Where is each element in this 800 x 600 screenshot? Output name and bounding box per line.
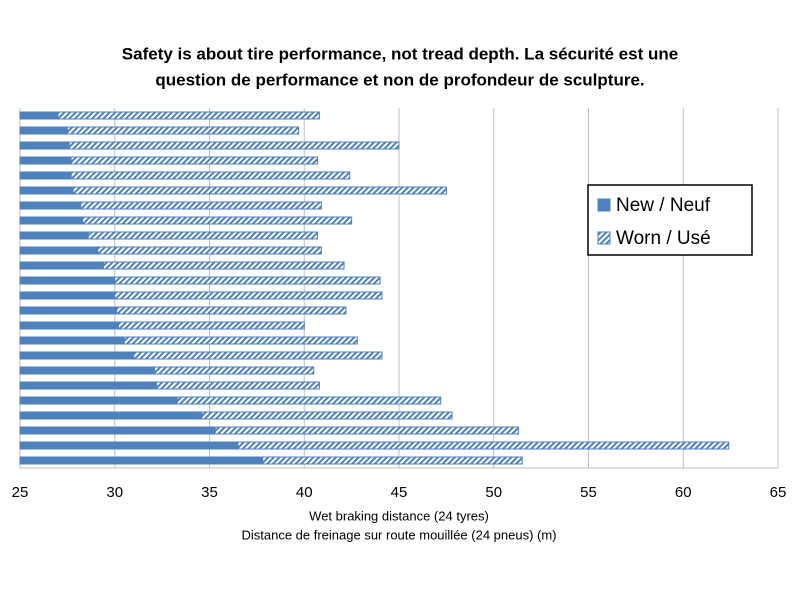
x-tick-label: 65 — [770, 484, 787, 501]
bar — [19, 396, 178, 405]
bar — [19, 231, 89, 240]
x-tick-label: 50 — [485, 484, 502, 501]
bar — [19, 261, 104, 270]
x-tick-label: 55 — [580, 484, 597, 501]
bar — [19, 216, 84, 225]
bar — [19, 111, 320, 120]
legend-label: New / Neuf — [616, 195, 711, 216]
bar — [19, 246, 99, 255]
bar — [19, 186, 447, 195]
bar — [19, 141, 400, 150]
legend-swatch — [597, 198, 611, 212]
legend-swatch — [597, 231, 611, 245]
bar — [19, 111, 59, 120]
bar — [19, 321, 120, 330]
bar — [19, 351, 135, 360]
legend-box — [587, 184, 753, 256]
chart-title: question de performance et non de profon… — [155, 70, 644, 89]
bar — [19, 276, 116, 285]
x-tick-label: 60 — [675, 484, 692, 501]
bar — [19, 291, 116, 300]
bar — [19, 411, 203, 420]
bar — [19, 336, 125, 345]
x-tick-label: 40 — [296, 484, 313, 501]
bar — [19, 441, 239, 450]
x-tick-label: 35 — [201, 484, 218, 501]
x-tick-label: 45 — [391, 484, 408, 501]
bar — [19, 426, 216, 435]
bar — [19, 201, 82, 210]
chart-title: Safety is about tire performance, not tr… — [122, 44, 678, 63]
legend-label: Worn / Usé — [616, 228, 711, 249]
x-axis-label: Wet braking distance (24 tyres) — [309, 508, 489, 523]
bar — [19, 156, 72, 165]
bar — [19, 126, 68, 135]
bar — [19, 366, 156, 375]
bar — [19, 381, 157, 390]
bar — [19, 171, 72, 180]
x-tick-label: 25 — [12, 484, 29, 501]
bar — [19, 186, 74, 195]
bar — [19, 306, 118, 315]
bar — [19, 141, 70, 150]
x-tick-label: 30 — [106, 484, 123, 501]
x-axis-label: Distance de freinage sur route mouillée … — [241, 527, 556, 542]
bar — [19, 456, 264, 465]
